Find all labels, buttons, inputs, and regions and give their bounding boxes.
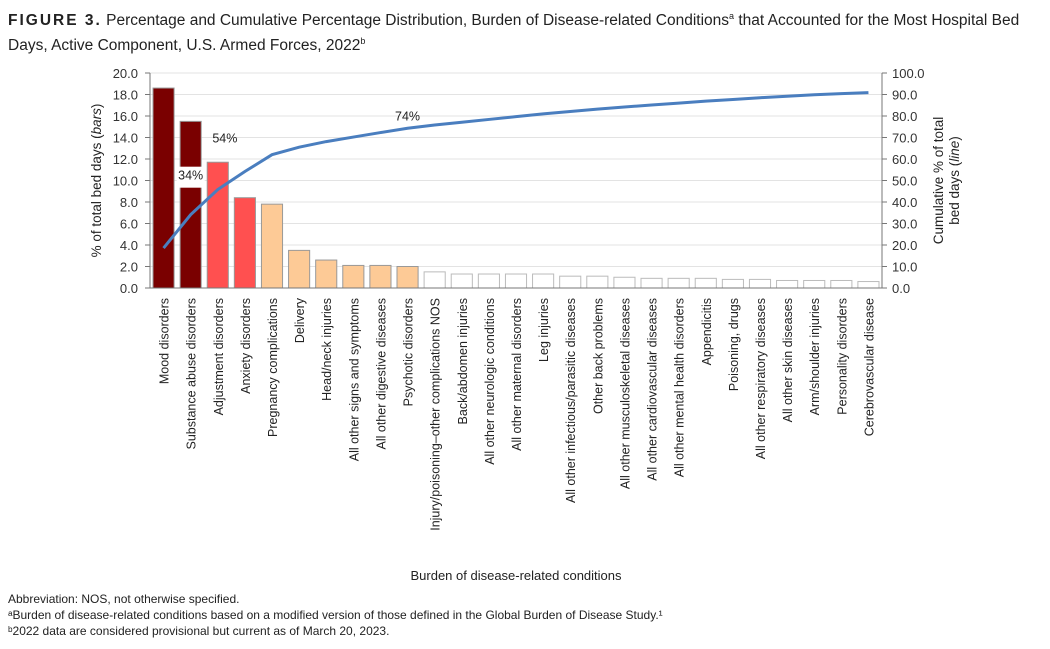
x-tick-label: Injury/poisoning–other complications NOS [429,298,443,531]
x-tick-label: Personality disorders [835,298,849,415]
bar [477,273,500,289]
footnote-abbrev: Abbreviation: NOS, not otherwise specifi… [8,592,240,606]
y-tick-label: 4.0 [120,238,138,253]
y-tick-label: 16.0 [113,109,138,124]
y2-tick-label: 100.0 [892,66,925,81]
y2-tick-label: 20.0 [892,238,917,253]
x-tick-label: Cerebrovascular disease [862,298,876,436]
bar [423,271,446,289]
y2-axis-title: Cumulative % of total [931,117,946,245]
x-tick-label: Anxiety disorders [239,298,253,394]
figure-label: FIGURE 3. [8,12,102,30]
bar [640,277,663,289]
x-tick-label: Back/abdomen injuries [456,298,470,424]
bar [260,203,284,289]
x-tick-label: Mood disorders [158,298,172,384]
x-tick-label: All other cardiovascular diseases [646,298,660,481]
y-tick-label: 10.0 [113,174,138,189]
footnote-a: ᵃBurden of disease-related conditions ba… [8,608,663,622]
bar [369,264,392,289]
bar [504,273,528,289]
bar [586,275,609,289]
x-tick-label: All other skin diseases [781,298,795,422]
x-tick-label: All other digestive diseases [374,298,388,449]
x-tick-label: All other neurologic conditions [483,298,497,465]
x-tick-label: Appendicitis [700,298,714,365]
bar [694,277,717,289]
x-tick-label: All other signs and symptoms [347,298,361,461]
bar [342,264,365,289]
x-tick-label: Delivery [293,297,307,343]
bar [532,273,555,289]
x-tick-label: All other musculoskeletal diseases [618,298,632,489]
y2-tick-label: 90.0 [892,88,917,103]
footnote-b: ᵇ2022 data are considered provisional bu… [8,624,390,638]
y-tick-label: 14.0 [113,131,138,146]
y-tick-label: 18.0 [113,88,138,103]
bar [776,279,799,289]
bar [559,275,582,289]
y-axis-title: % of total bed days (bars) [89,104,104,258]
x-tick-label: Leg injuries [537,298,551,362]
y2-tick-label: 50.0 [892,174,917,189]
bar [721,278,744,289]
bar [830,279,853,289]
bar [396,266,419,289]
y-tick-label: 12.0 [113,152,138,167]
bar [152,87,175,289]
bar [179,120,202,289]
bar [315,259,338,289]
bar [667,277,690,289]
y2-tick-label: 40.0 [892,195,917,210]
bar [450,273,473,289]
y2-tick-label: 70.0 [892,131,917,146]
x-tick-label: All other maternal disorders [510,298,524,451]
y2-tick-label: 80.0 [892,109,917,124]
x-tick-label: Adjustment disorders [212,298,226,415]
bar [206,161,229,289]
annotation-bg [176,166,205,188]
bar [613,276,636,289]
bar [288,249,311,289]
bar [748,278,772,289]
y2-tick-label: 60.0 [892,152,917,167]
figure-title: FIGURE 3. Percentage and Cumulative Perc… [8,11,1020,55]
y2-tick-label: 10.0 [892,260,917,275]
y-tick-label: 0.0 [120,281,138,296]
y-tick-label: 20.0 [113,66,138,81]
y-tick-label: 8.0 [120,195,138,210]
annotation-label: 54% [212,131,237,145]
x-tick-label: Substance abuse disorders [185,298,199,449]
y-tick-label: 2.0 [120,260,138,275]
x-tick-label: Psychotic disorders [402,298,416,406]
x-tick-label: Poisoning, drugs [727,298,741,391]
bar [857,281,880,289]
y2-tick-label: 0.0 [892,281,910,296]
x-axis-title: Burden of disease-related conditions [410,568,622,583]
bar [233,197,256,289]
x-tick-label: Pregnancy complications [266,298,280,437]
annotation-label: 34% [178,169,203,183]
x-tick-label: All other infectious/parasitic diseases [564,298,578,503]
x-tick-label: Arm/shoulder injuries [808,298,822,415]
y-tick-label: 6.0 [120,217,138,232]
x-tick-label: Head/neck injuries [320,298,334,401]
cumulative-line [162,91,869,249]
x-tick-label: All other respiratory diseases [754,298,768,459]
x-tick-label: All other mental health disorders [673,298,687,477]
y2-tick-label: 30.0 [892,217,917,232]
bar [803,279,826,289]
x-tick-label: Other back problems [591,298,605,414]
annotation-label: 74% [395,109,420,123]
y2-axis-title: bed days (line) [947,136,962,225]
